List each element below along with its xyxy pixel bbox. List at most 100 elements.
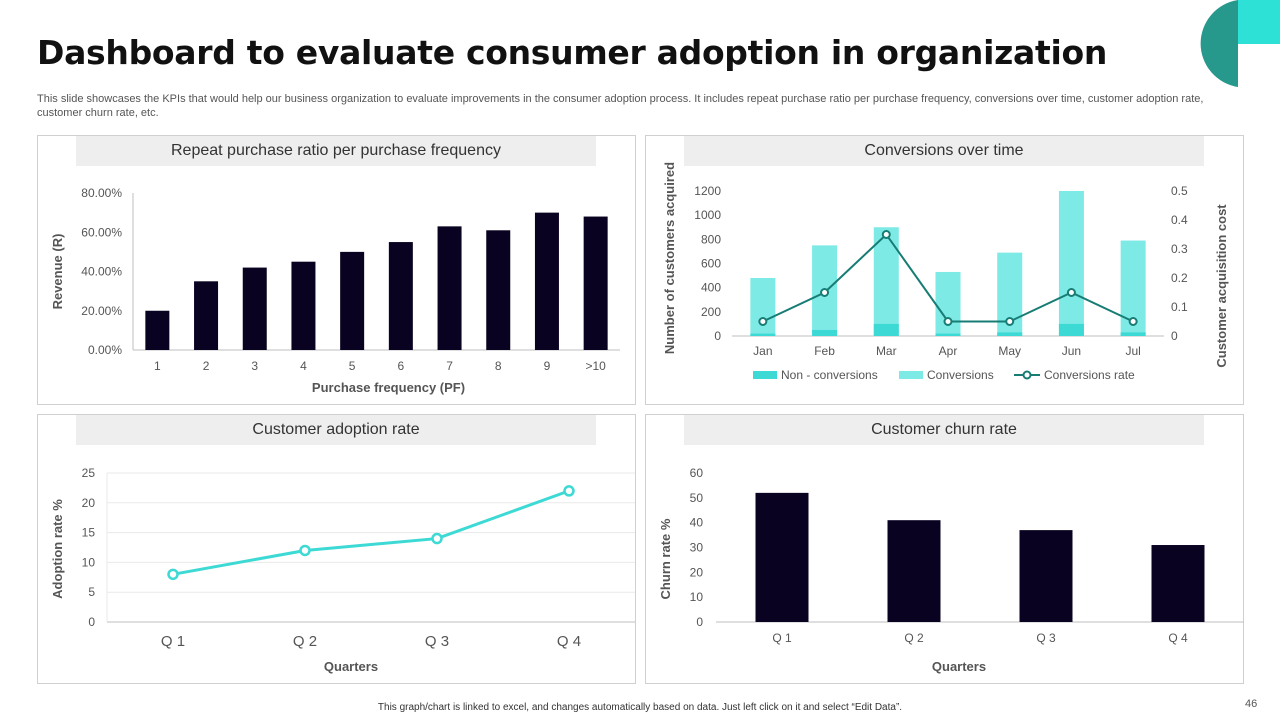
bar xyxy=(1019,530,1073,622)
bar xyxy=(583,216,608,350)
conversions-chart: 0 200 400 600 800 1000 1200 0 0.1 0.2 0.3 0.4 0.5 Jan… xyxy=(662,162,1229,382)
x-tick-label: 3 xyxy=(251,359,258,373)
y2-tick-label: 0.5 xyxy=(1171,184,1188,198)
y2-tick-label: 0.3 xyxy=(1171,242,1188,256)
y2-axis-label: Customer acquisition cost xyxy=(1214,204,1229,368)
chart-title: Customer churn rate xyxy=(684,415,1204,445)
y-tick-label: 50 xyxy=(690,491,704,505)
x-tick-label: Mar xyxy=(876,344,897,358)
legend-label: Conversions rate xyxy=(1044,368,1135,382)
y-tick-label: 5 xyxy=(88,585,95,599)
y-tick-label: 0.00% xyxy=(88,343,122,357)
y-tick-label: 800 xyxy=(701,232,721,246)
bar xyxy=(534,212,559,350)
x-tick-label: Q 4 xyxy=(557,633,581,650)
x-tick-label: 6 xyxy=(398,359,405,373)
y-tick-label: 15 xyxy=(82,526,96,540)
x-tick-label: Q 3 xyxy=(1036,631,1056,645)
x-axis-label: Purchase frequency (PF) xyxy=(312,380,465,395)
y-tick-label: 0 xyxy=(88,615,95,629)
bar xyxy=(388,242,413,350)
bar-non-conversions xyxy=(750,333,776,336)
x-tick-label: Q 2 xyxy=(293,633,317,650)
y-tick-label: 80.00% xyxy=(81,186,122,200)
y-tick-label: 20.00% xyxy=(81,304,122,318)
x-tick-label: Apr xyxy=(939,344,958,358)
y-axis-label: Number of customers acquired xyxy=(662,162,677,354)
adoption-rate-chart: 0 5 10 15 20 25 Q 1 Q 2 Q 3 Q 4 Quarters Adoption r… xyxy=(50,466,635,674)
chart-title: Conversions over time xyxy=(684,136,1204,166)
legend-swatch-rate-point xyxy=(1022,370,1032,380)
bar-conversions xyxy=(1058,191,1084,336)
bar-non-conversions xyxy=(812,329,838,336)
y-tick-label: 1000 xyxy=(694,208,721,222)
y-tick-label: 30 xyxy=(690,541,704,555)
bar xyxy=(291,261,316,350)
bar-non-conversions xyxy=(935,333,961,336)
bar xyxy=(755,492,809,622)
x-tick-label: 5 xyxy=(349,359,356,373)
y-tick-label: 40.00% xyxy=(81,265,122,279)
bar-conversions xyxy=(935,271,961,336)
bar-non-conversions xyxy=(1058,323,1084,336)
adoption-rate-chart-panel[interactable]: Customer adoption rate 0 5 10 15 20 25 Q 1 Q 2 Q… xyxy=(37,414,636,684)
y-tick-label: 20 xyxy=(82,496,96,510)
x-tick-label: 1 xyxy=(154,359,161,373)
adoption-rate-point xyxy=(431,532,443,545)
repeat-purchase-chart-panel[interactable]: Repeat purchase ratio per purchase frequ… xyxy=(37,135,636,405)
bar xyxy=(242,267,267,350)
x-tick-label: Q 1 xyxy=(161,633,185,650)
x-tick-label: Q 3 xyxy=(425,633,449,650)
y-tick-label: 0 xyxy=(714,329,721,343)
conversion-rate-point xyxy=(1128,317,1138,326)
page-subtitle: This slide showcases the KPIs that would… xyxy=(37,93,1204,119)
y-tick-label: 1200 xyxy=(694,184,721,198)
conversion-rate-point xyxy=(881,230,891,239)
legend-swatch-non-conversions xyxy=(753,371,777,379)
legend-label: Non - conversions xyxy=(781,368,878,382)
adoption-rate-line xyxy=(172,489,570,576)
chart-title: Repeat purchase ratio per purchase frequ… xyxy=(76,136,596,166)
legend-label: Conversions xyxy=(927,368,994,382)
x-tick-label: Jul xyxy=(1125,344,1140,358)
bar xyxy=(486,230,511,350)
bar xyxy=(340,251,365,350)
x-tick-label: Jun xyxy=(1062,344,1081,358)
bar-non-conversions xyxy=(997,332,1023,336)
conversions-chart-panel[interactable]: Conversions over time 0 200 400 600 800 1000 1… xyxy=(645,135,1244,405)
legend-swatch-conversions xyxy=(899,371,923,379)
adoption-rate-point xyxy=(167,568,179,581)
y-axis-label: Revenue (R) xyxy=(50,234,65,310)
conversion-rate-point xyxy=(1005,317,1015,326)
deco-dark-shape xyxy=(1200,0,1238,87)
y-tick-label: 0 xyxy=(696,615,703,629)
bar-conversions xyxy=(750,278,776,336)
y-axis-label: Churn rate % xyxy=(658,518,673,599)
bar xyxy=(145,310,170,350)
conversion-rate-point xyxy=(943,317,953,326)
conversion-rate-point xyxy=(820,288,830,297)
conversion-rate-point xyxy=(758,317,768,326)
x-tick-label: Q 4 xyxy=(1168,631,1188,645)
y2-tick-label: 0.2 xyxy=(1171,271,1188,285)
y-axis-label: Adoption rate % xyxy=(50,499,65,599)
bar-non-conversions xyxy=(1120,332,1146,336)
y2-tick-label: 0.1 xyxy=(1171,300,1188,314)
y-tick-label: 10 xyxy=(690,590,704,604)
y-tick-label: 25 xyxy=(82,466,96,480)
chart-title: Customer adoption rate xyxy=(76,415,596,445)
x-tick-label: Q 2 xyxy=(904,631,924,645)
x-tick-label: 4 xyxy=(300,359,307,373)
x-tick-label: 9 xyxy=(544,359,551,373)
y-tick-label: 10 xyxy=(82,555,96,569)
deco-light-shape xyxy=(1238,0,1280,44)
bar-non-conversions xyxy=(873,323,899,336)
y-tick-label: 60.00% xyxy=(81,225,122,239)
churn-rate-chart-panel[interactable]: Customer churn rate 0 10 20 30 40 50 60 Q 1 Q 2 Q… xyxy=(645,414,1244,684)
y-tick-label: 600 xyxy=(701,257,721,271)
x-tick-label: May xyxy=(998,344,1021,358)
x-tick-label: 7 xyxy=(446,359,453,373)
conversion-rate-point xyxy=(1066,288,1076,297)
bar xyxy=(194,281,219,350)
page-number: 46 xyxy=(1245,698,1258,710)
